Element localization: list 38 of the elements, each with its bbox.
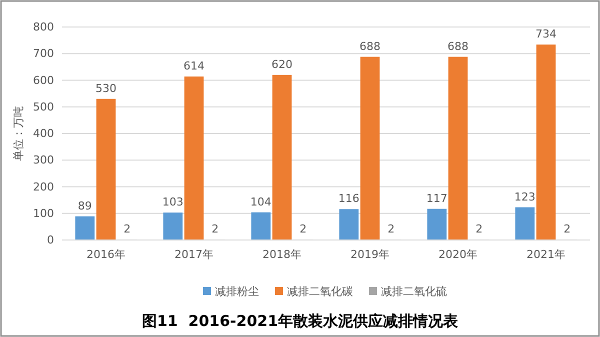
y-axis-title: 单位：万吨 — [12, 106, 25, 161]
data-label: 104 — [250, 195, 272, 208]
text: 图11 2016-2021年散装水泥供应减排情况表 — [142, 312, 460, 330]
data-label: 2 — [564, 222, 571, 236]
legend-label: 减排二氧化碳 — [287, 285, 353, 298]
data-label: 103 — [162, 196, 184, 209]
y-tick-label: 700 — [33, 47, 54, 60]
data-label: 614 — [184, 60, 204, 73]
y-tick-label: 800 — [33, 20, 54, 34]
data-label: 2 — [388, 222, 395, 236]
data-label: 2 — [300, 222, 307, 236]
data-label: 2 — [124, 222, 131, 236]
y-tick-label: 600 — [33, 74, 54, 87]
data-label: 116 — [338, 192, 360, 206]
y-tick-label: 400 — [33, 127, 54, 140]
data-label: 2 — [476, 222, 483, 236]
x-tick-label: 2017年 — [174, 248, 214, 261]
data-label: 688 — [448, 40, 468, 53]
data-label: 2 — [212, 222, 219, 236]
data-label: 530 — [96, 82, 116, 95]
x-tick-label: 2020年 — [438, 248, 478, 261]
legend-label: 减排粉尘 — [215, 285, 259, 298]
x-tick-label: 2016年 — [86, 248, 126, 261]
x-tick-label: 2018年 — [262, 248, 302, 261]
data-label: 117 — [426, 192, 448, 205]
y-tick-label: 100 — [33, 206, 54, 220]
data-label: 89 — [78, 199, 92, 212]
y-tick-label: 300 — [33, 154, 54, 167]
x-tick-label: 2019年 — [350, 248, 390, 261]
data-label: 620 — [272, 58, 292, 71]
y-tick-label: 200 — [33, 180, 54, 194]
legend-label: 减排二氧化硫 — [381, 285, 447, 298]
data-label: 688 — [360, 40, 380, 53]
data-label: 123 — [514, 190, 536, 204]
x-tick-label: 2021年 — [526, 248, 566, 261]
data-label: 734 — [536, 28, 556, 41]
y-tick-label: 500 — [33, 100, 54, 114]
y-tick-label: 0 — [47, 234, 54, 247]
